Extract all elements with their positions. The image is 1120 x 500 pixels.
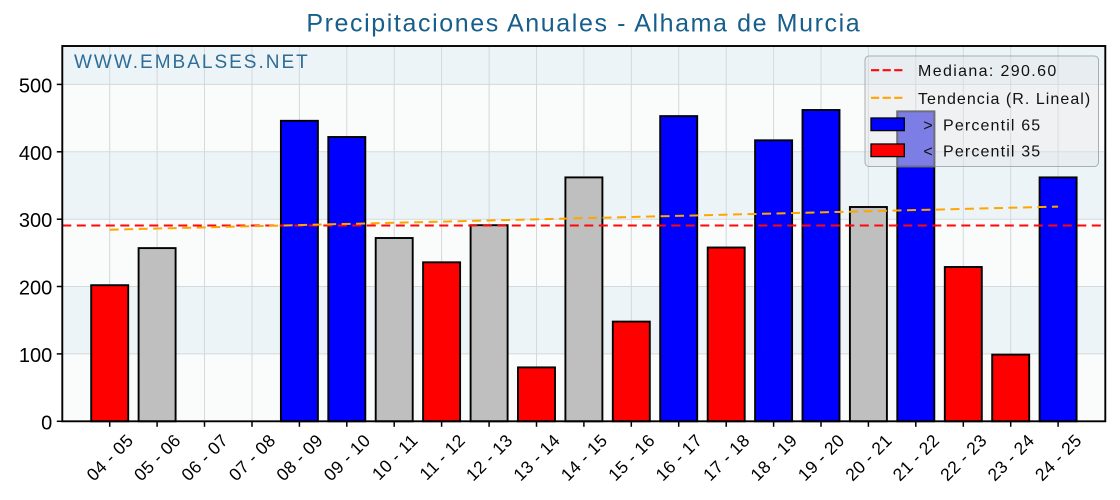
svg-text:Mediana: 290.60: Mediana: 290.60	[918, 63, 1058, 80]
svg-text:WWW.EMBALSES.NET: WWW.EMBALSES.NET	[74, 52, 310, 73]
svg-text:100: 100	[19, 345, 52, 367]
svg-text:0: 0	[41, 412, 52, 434]
svg-text:Precipitaciones Anuales - Alha: Precipitaciones Anuales - Alhama de Murc…	[306, 9, 861, 37]
svg-text:300: 300	[19, 210, 52, 232]
svg-text:>: >	[923, 117, 932, 134]
svg-text:400: 400	[19, 143, 52, 165]
svg-text:Percentil 35: Percentil 35	[943, 143, 1041, 160]
svg-text:Tendencia (R. Lineal): Tendencia (R. Lineal)	[918, 91, 1091, 108]
svg-text:<: <	[923, 143, 932, 160]
svg-text:Percentil 65: Percentil 65	[943, 117, 1041, 134]
svg-text:500: 500	[19, 75, 52, 97]
svg-text:200: 200	[19, 278, 52, 300]
